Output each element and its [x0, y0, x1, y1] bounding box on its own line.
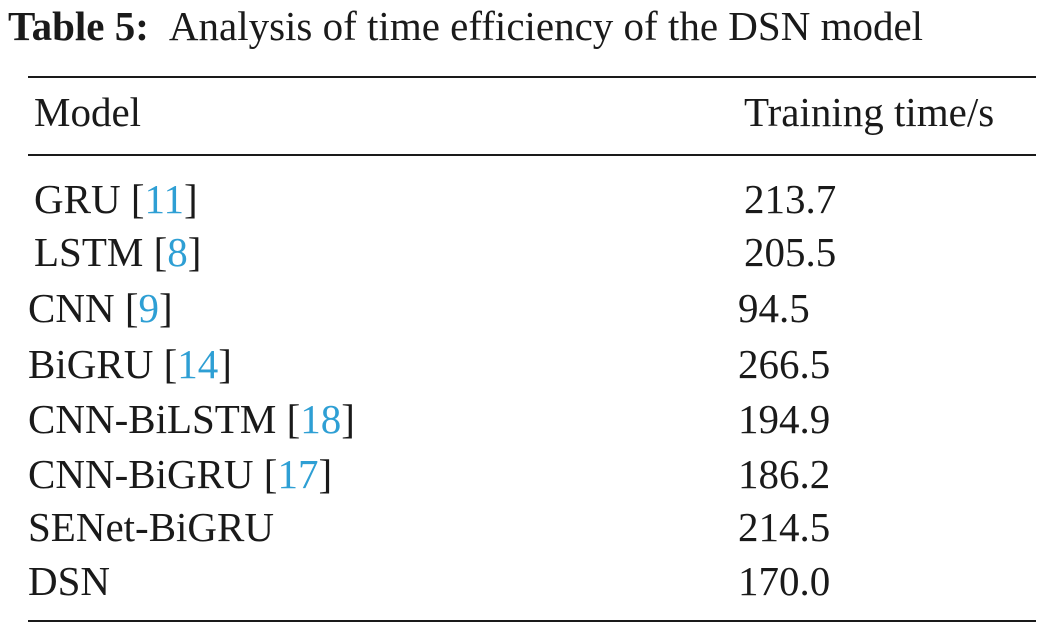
header-model: Model — [34, 89, 142, 135]
table-row-model: DSN — [28, 557, 110, 605]
citation-link[interactable]: 8 — [167, 229, 188, 275]
table-row-model: BiGRU [14] — [28, 341, 232, 387]
table-row-model: SENet-BiGRU — [28, 503, 274, 551]
top-rule — [28, 76, 1036, 78]
citation-link[interactable]: 11 — [144, 176, 184, 222]
table-row-time: 205.5 — [744, 229, 837, 275]
table-row-model: CNN-BiGRU [17] — [28, 451, 333, 497]
model-name: CNN-BiLSTM — [28, 396, 277, 442]
model-name: LSTM — [34, 229, 144, 275]
table-row-model: CNN [9] — [28, 285, 173, 331]
caption-text: Analysis of time efficiency of the DSN m… — [168, 3, 924, 49]
header-training-time: Training time/s — [744, 89, 995, 135]
table-row-time: 214.5 — [738, 504, 831, 550]
table-row-time: 94.5 — [738, 285, 810, 331]
model-name: SENet-BiGRU — [28, 504, 274, 550]
citation-link[interactable]: 9 — [138, 285, 159, 331]
table-label: Table 5: — [8, 3, 149, 49]
citation-link[interactable]: 18 — [300, 396, 342, 442]
header-rule — [28, 154, 1036, 156]
model-name: BiGRU — [28, 341, 154, 387]
model-name: CNN — [28, 285, 115, 331]
model-name: CNN-BiGRU — [28, 451, 254, 497]
table-row-time: 186.2 — [738, 451, 831, 497]
table-row-time: 266.5 — [738, 341, 831, 387]
citation-link[interactable]: 14 — [177, 341, 219, 387]
table-row-model: LSTM [8] — [34, 229, 202, 275]
bottom-rule — [28, 620, 1036, 622]
table-caption: Table 5: Analysis of time efficiency of t… — [8, 2, 923, 50]
table-row-model: GRU [11] — [34, 176, 198, 222]
model-name: DSN — [28, 558, 111, 604]
table-row-time: 194.9 — [738, 396, 831, 442]
table-row-time: 170.0 — [738, 558, 831, 604]
model-name: GRU — [34, 176, 121, 222]
table-row-model: CNN-BiLSTM [18] — [28, 396, 355, 442]
table-row-time: 213.7 — [744, 176, 837, 222]
citation-link[interactable]: 17 — [277, 451, 319, 497]
